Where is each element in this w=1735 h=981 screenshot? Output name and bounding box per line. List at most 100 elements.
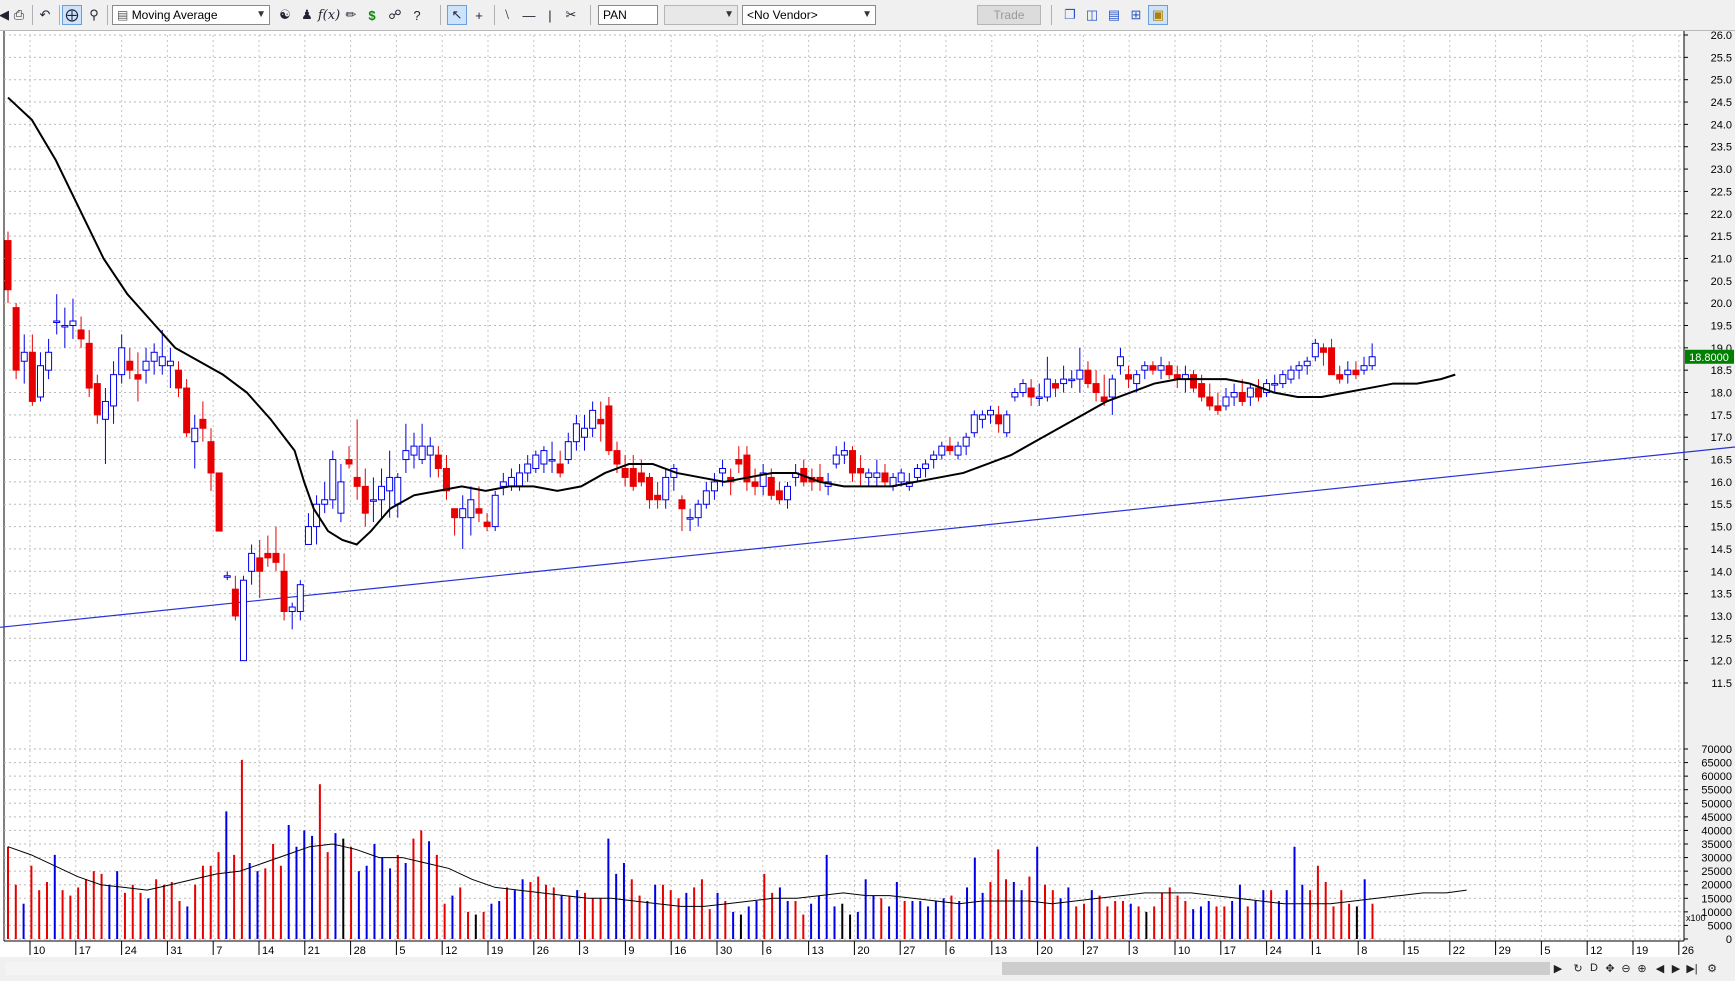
- candle-body[interactable]: [1019, 383, 1027, 394]
- candle-body[interactable]: [946, 445, 954, 452]
- candle-body[interactable]: [491, 494, 499, 528]
- moving-average-line[interactable]: [7, 96, 1456, 546]
- candle-body[interactable]: [662, 476, 670, 501]
- candle-body[interactable]: [223, 575, 231, 578]
- trendline[interactable]: [0, 366, 1735, 639]
- candle-body[interactable]: [524, 463, 532, 474]
- candle-body[interactable]: [1084, 369, 1092, 385]
- candle-body[interactable]: [938, 445, 946, 456]
- settings-icon[interactable]: ⚙: [1707, 962, 1717, 975]
- candle-body[interactable]: [1011, 392, 1019, 398]
- crosshair-icon[interactable]: ⨁: [62, 5, 82, 25]
- candle-body[interactable]: [337, 481, 345, 514]
- candle-body[interactable]: [12, 307, 20, 371]
- candle-body[interactable]: [410, 445, 418, 456]
- prev-icon[interactable]: ◀: [1655, 962, 1665, 975]
- candle-body[interactable]: [191, 427, 199, 443]
- scan-icon[interactable]: ▣: [1148, 5, 1168, 25]
- candle-body[interactable]: [564, 441, 572, 461]
- candle-body[interactable]: [199, 418, 207, 429]
- candle-body[interactable]: [1157, 365, 1165, 371]
- back-icon[interactable]: ◀: [0, 7, 9, 22]
- candle-body[interactable]: [61, 324, 69, 328]
- candle-body[interactable]: [434, 454, 442, 469]
- candle-body[interactable]: [605, 405, 613, 452]
- candle-body[interactable]: [1003, 414, 1011, 434]
- candle-body[interactable]: [36, 365, 44, 398]
- candle-body[interactable]: [239, 579, 247, 662]
- candle-body[interactable]: [548, 459, 556, 462]
- candle-body[interactable]: [475, 508, 483, 514]
- candle-body[interactable]: [402, 450, 410, 461]
- candle-body[interactable]: [1271, 383, 1279, 386]
- candle-body[interactable]: [678, 499, 686, 510]
- candle-body[interactable]: [1108, 378, 1116, 398]
- candle-body[interactable]: [686, 517, 694, 520]
- candle-body[interactable]: [759, 472, 767, 487]
- candle-body[interactable]: [1246, 387, 1254, 398]
- candle-body[interactable]: [1043, 378, 1051, 398]
- candle-body[interactable]: [1238, 392, 1246, 402]
- trader-icon[interactable]: ♟: [301, 7, 313, 22]
- candle-body[interactable]: [1035, 396, 1043, 399]
- candle-body[interactable]: [767, 476, 775, 496]
- candle-body[interactable]: [581, 427, 589, 438]
- candle-body[interactable]: [369, 499, 377, 502]
- horizontal-scrollbar[interactable]: ▶ ↻ D ✥ ⊖ ⊕ ◀ ▶ ▶| ⚙: [0, 958, 1735, 978]
- candle-body[interactable]: [1149, 365, 1157, 371]
- candle-body[interactable]: [28, 351, 36, 402]
- candle-body[interactable]: [459, 508, 467, 519]
- candle-body[interactable]: [394, 476, 402, 505]
- candle-body[interactable]: [954, 445, 962, 456]
- layout-cols-icon[interactable]: ◫: [1085, 7, 1099, 22]
- candle-body[interactable]: [1254, 387, 1262, 398]
- candle-body[interactable]: [183, 387, 191, 434]
- candle-body[interactable]: [654, 494, 662, 501]
- candle-body[interactable]: [1133, 374, 1141, 385]
- candle-body[interactable]: [304, 526, 312, 545]
- candle-body[interactable]: [1311, 342, 1319, 358]
- candle-body[interactable]: [53, 320, 61, 324]
- candle-body[interactable]: [1214, 405, 1222, 411]
- candle-body[interactable]: [832, 454, 840, 465]
- plus-icon[interactable]: +: [475, 7, 483, 23]
- candle-body[interactable]: [451, 508, 459, 519]
- candle-body[interactable]: [69, 320, 77, 326]
- candle-body[interactable]: [694, 503, 702, 519]
- candle-body[interactable]: [1328, 347, 1336, 376]
- candle-body[interactable]: [597, 418, 605, 425]
- pointer-icon[interactable]: ↖: [447, 5, 467, 25]
- candle-body[interactable]: [101, 400, 109, 420]
- candle-body[interactable]: [1336, 374, 1344, 380]
- candle-body[interactable]: [329, 459, 337, 501]
- scroll-right-icon[interactable]: ▶: [1553, 962, 1563, 975]
- candle-body[interactable]: [1368, 356, 1376, 367]
- candle-body[interactable]: [1190, 374, 1198, 389]
- candle-body[interactable]: [629, 467, 637, 487]
- candle-body[interactable]: [645, 476, 653, 501]
- vline-icon[interactable]: |: [548, 7, 552, 23]
- candle-body[interactable]: [507, 476, 515, 487]
- candle-body[interactable]: [516, 472, 524, 487]
- candle-body[interactable]: [20, 351, 28, 362]
- candle-body[interactable]: [702, 490, 710, 505]
- trade-button[interactable]: Trade: [977, 5, 1041, 25]
- next-icon[interactable]: ▶: [1671, 962, 1681, 975]
- candle-body[interactable]: [272, 552, 280, 563]
- candle-body[interactable]: [1222, 396, 1230, 407]
- candle-body[interactable]: [426, 445, 434, 456]
- candle-body[interactable]: [361, 485, 369, 514]
- candle-body[interactable]: [840, 450, 848, 456]
- candle-body[interactable]: [556, 463, 564, 474]
- move-icon[interactable]: ✥: [1605, 962, 1615, 975]
- candle-body[interactable]: [378, 485, 386, 501]
- candle-body[interactable]: [313, 503, 321, 528]
- candle-body[interactable]: [442, 467, 450, 492]
- candle-body[interactable]: [134, 374, 142, 380]
- candle-body[interactable]: [710, 481, 718, 492]
- line-icon[interactable]: ⧵: [504, 7, 510, 22]
- candle-body[interactable]: [231, 588, 239, 617]
- candle-body[interactable]: [1206, 396, 1214, 407]
- candle-body[interactable]: [865, 472, 873, 478]
- candle-body[interactable]: [264, 552, 272, 559]
